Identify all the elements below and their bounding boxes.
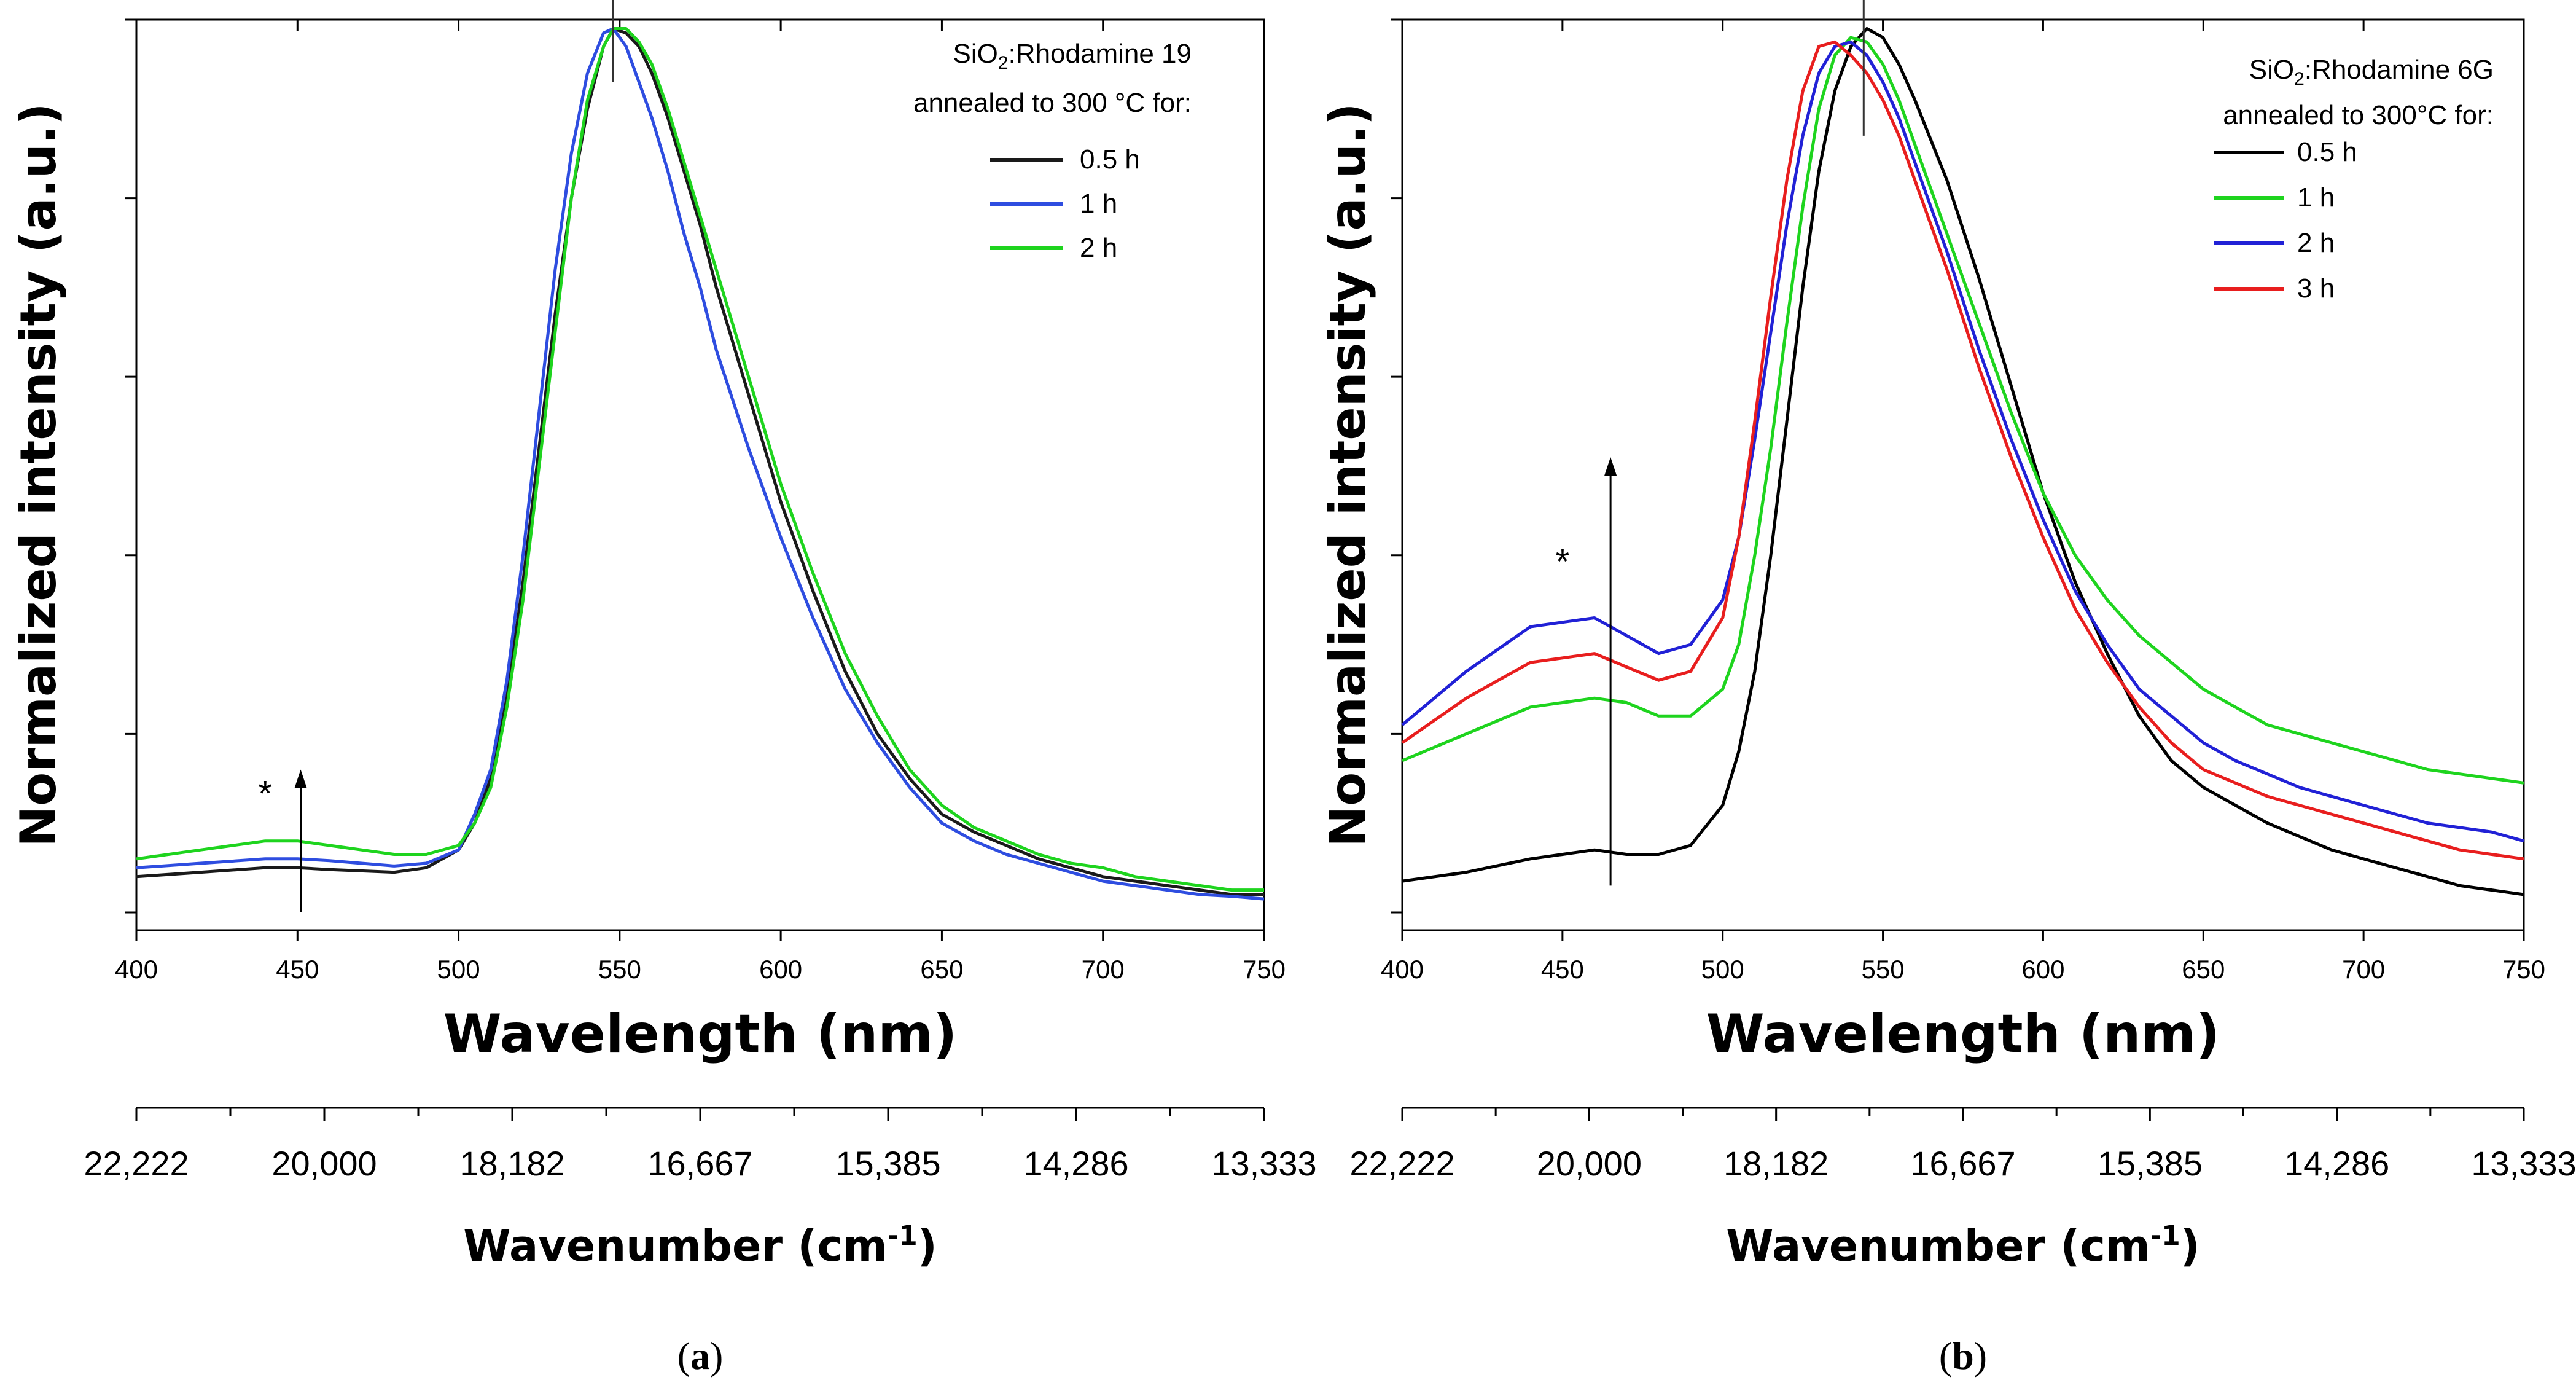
wavenumber-tick-label: 20,000 — [271, 1144, 377, 1183]
wavenumber-tick-label: 18,182 — [1723, 1144, 1829, 1183]
legend-title-line2: annealed to 300°C for: — [2223, 100, 2494, 130]
legend-entry: 3 h — [2297, 273, 2335, 304]
wavenumber-tick-label: 15,385 — [2098, 1144, 2203, 1183]
x-tick-label: 550 — [1862, 955, 1905, 984]
wavenumber-label-end: ) — [2180, 1221, 2200, 1271]
series-line-1-h — [136, 27, 1265, 901]
caption-letter: a — [690, 1334, 710, 1378]
series-line-2-h — [136, 27, 1264, 892]
series-line-1-h — [1402, 36, 2524, 785]
x-tick-label: 550 — [598, 955, 641, 984]
legend-entry: 1 h — [1080, 189, 1117, 219]
x-tick-label: 450 — [1541, 955, 1584, 984]
x-tick-label: 650 — [2182, 955, 2225, 984]
wavenumber-tick-label: 20,000 — [1537, 1144, 1642, 1183]
wavenumber-label-main: Wavenumber (cm — [1726, 1221, 2150, 1271]
wavenumber-tick-label: 15,385 — [835, 1144, 940, 1183]
wavenumber-tick-label: 13,333 — [1211, 1144, 1316, 1183]
x-tick-label: 500 — [437, 955, 480, 984]
wavenumber-label-main: Wavenumber (cm — [463, 1221, 888, 1271]
x-tick-label: 450 — [276, 955, 319, 984]
y-axis-label: Normalized intensity (a.u.) — [1319, 103, 1376, 847]
panel-caption: (a) — [677, 1334, 724, 1378]
x-axis-label: Wavelength (nm) — [443, 1003, 958, 1065]
legend-entry: 2 h — [1080, 233, 1117, 263]
legend-title-subscript: 2 — [998, 53, 1009, 73]
wavenumber-tick-label: 13,333 — [2471, 1144, 2576, 1183]
x-tick-label: 500 — [1701, 955, 1744, 984]
caption-paren-close: ) — [1974, 1334, 1987, 1378]
legend-title-subscript: 2 — [2294, 69, 2305, 89]
wavenumber-tick-label: 14,286 — [2284, 1144, 2389, 1183]
wavenumber-tick-label: 14,286 — [1023, 1144, 1128, 1183]
y-axis-label: Normalized intensity (a.u.) — [10, 103, 67, 847]
wavenumber-axis-label: Wavenumber (cm-1) — [463, 1220, 937, 1271]
x-tick-label: 750 — [1243, 955, 1286, 984]
arrow-head — [1604, 457, 1617, 476]
legend-title-line2: annealed to 300 °C for: — [913, 88, 1192, 118]
x-tick-label: 650 — [920, 955, 963, 984]
wavenumber-tick-label: 16,667 — [1910, 1144, 2015, 1183]
legend-title-suffix: :Rhodamine 6G — [2305, 55, 2494, 85]
series-line-2-h — [1401, 40, 2524, 843]
legend-title: SiO2:Rhodamine 19 — [953, 39, 1192, 73]
legend-title-suffix: :Rhodamine 19 — [1009, 39, 1192, 69]
x-axis-label: Wavelength (nm) — [1706, 1003, 2220, 1065]
x-tick-label: 750 — [2502, 955, 2545, 984]
series-line-3-h — [1401, 40, 2524, 861]
legend-title: SiO2:Rhodamine 6G — [2249, 55, 2494, 89]
caption-paren-close: ) — [710, 1334, 723, 1378]
asterisk-annotation: * — [259, 774, 273, 814]
caption-paren-open: ( — [1939, 1334, 1952, 1378]
wavenumber-label-superscript: -1 — [2150, 1220, 2180, 1252]
asterisk-annotation: * — [1556, 542, 1570, 582]
plot-frame — [1401, 18, 2525, 931]
arrow-head — [294, 769, 307, 788]
series-line-0-5-h — [1402, 27, 2524, 896]
x-tick-label: 700 — [2342, 955, 2385, 984]
x-tick-label: 400 — [1381, 955, 1424, 984]
wavenumber-tick-label: 22,222 — [84, 1144, 189, 1183]
panel-b: 400 450 500 550 600 650 700 750 Wavelength (nm) N… — [1319, 0, 2576, 1378]
legend-entry: 1 h — [2297, 182, 2335, 213]
wavenumber-label-superscript: -1 — [888, 1220, 918, 1252]
x-tick-label: 700 — [1082, 955, 1125, 984]
wavenumber-label-end: ) — [918, 1221, 937, 1271]
x-tick-label: 400 — [115, 955, 158, 984]
legend-entry: 0.5 h — [1080, 144, 1140, 174]
legend-title-prefix: SiO — [953, 39, 998, 69]
legend-title-prefix: SiO — [2249, 55, 2294, 85]
wavenumber-axis-label: Wavenumber (cm-1) — [1726, 1220, 2199, 1271]
wavenumber-tick-label: 18,182 — [459, 1144, 564, 1183]
legend-entry: 2 h — [2297, 228, 2335, 258]
caption-paren-open: ( — [677, 1334, 690, 1378]
wavenumber-tick-label: 16,667 — [647, 1144, 752, 1183]
wavenumber-tick-label: 22,222 — [1349, 1144, 1454, 1183]
plot-frame — [135, 18, 1265, 931]
legend-entry: 0.5 h — [2297, 137, 2357, 167]
x-tick-label: 600 — [759, 955, 802, 984]
panel-caption: (b) — [1939, 1334, 1987, 1378]
caption-letter: b — [1952, 1334, 1974, 1378]
panel-a: 400 450 500 550 600 650 700 750 Wavelength (nm) N… — [10, 0, 1317, 1378]
x-tick-label: 600 — [2021, 955, 2064, 984]
